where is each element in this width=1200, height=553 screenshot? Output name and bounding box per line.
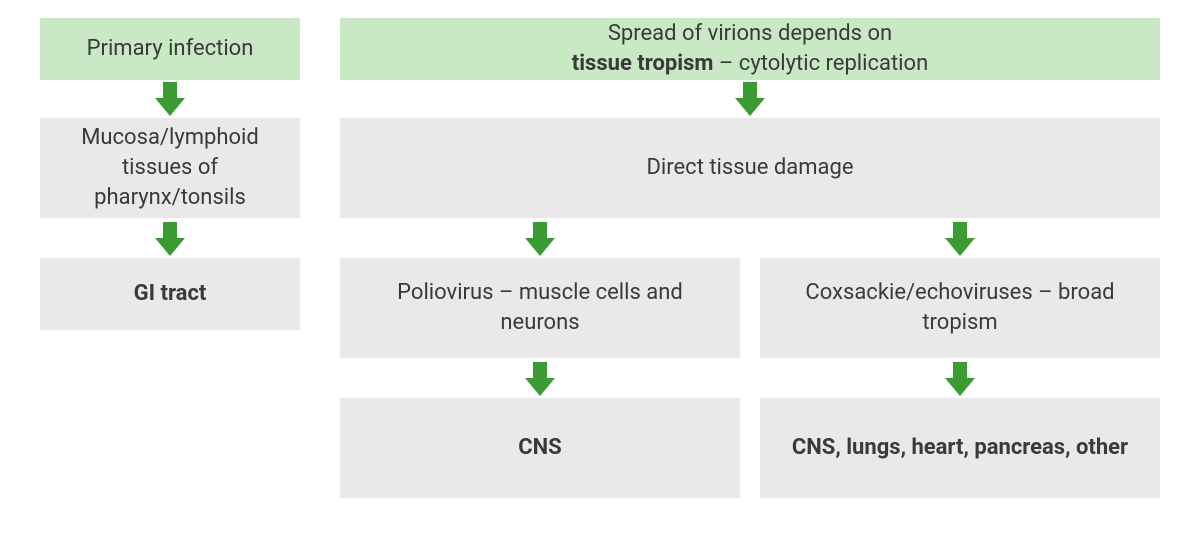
node-spread-header: Spread of virions depends on tissue trop… (340, 18, 1160, 80)
label: CNS (518, 433, 561, 463)
node-poliovirus: Poliovirus – muscle cells and neurons (340, 258, 740, 358)
label: Primary infection (87, 34, 254, 64)
node-primary-infection: Primary infection (40, 18, 300, 80)
header-bold: tissue tropism (572, 51, 714, 76)
node-coxsackie: Coxsackie/echoviruses – broad tropism (760, 258, 1160, 358)
label: Direct tissue damage (646, 153, 853, 183)
header-line2: tissue tropism – cytolytic replication (572, 49, 928, 79)
label: GI tract (134, 279, 207, 309)
label: CNS, lungs, heart, pancreas, other (792, 433, 1128, 463)
arrow-left-1 (155, 82, 185, 116)
arrow-cox (945, 222, 975, 256)
node-cox-final: CNS, lungs, heart, pancreas, other (760, 398, 1160, 498)
label: Poliovirus – muscle cells and neurons (358, 278, 722, 337)
node-mucosa-lymphoid: Mucosa/lymphoid tissues of pharynx/tonsi… (40, 118, 300, 218)
header-line1: Spread of virions depends on (608, 19, 892, 49)
arrow-cox-2 (945, 362, 975, 396)
arrow-left-2 (155, 222, 185, 256)
node-gi-tract: GI tract (40, 258, 300, 330)
header-post: – cytolytic replication (713, 51, 928, 76)
label: Mucosa/lymphoid tissues of pharynx/tonsi… (58, 123, 282, 212)
node-direct-damage: Direct tissue damage (340, 118, 1160, 218)
arrow-polio-2 (525, 362, 555, 396)
label: Coxsackie/echoviruses – broad tropism (778, 278, 1142, 337)
arrow-right-1 (735, 82, 765, 116)
node-cns: CNS (340, 398, 740, 498)
arrow-polio (525, 222, 555, 256)
